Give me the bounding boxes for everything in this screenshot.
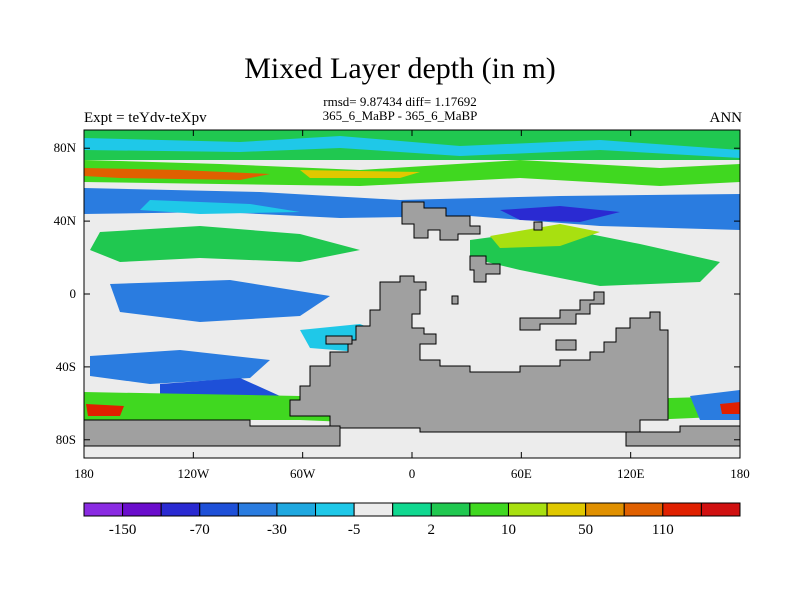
subtitle-center: 365_6_MaBP - 365_6_MaBP [322,108,478,123]
colorbar-swatch [700,502,741,517]
colorbar-swatch [507,502,548,517]
x-tick-label: 120E [617,466,645,481]
colorbar-swatch [662,502,702,517]
colorbar-label: -150 [109,522,137,538]
colorbar-label: 50 [578,522,593,538]
stats-line: rmsd= 9.87434 diff= 1.17692 [323,94,477,109]
colorbar-swatch [585,502,625,517]
stats-block: rmsd= 9.87434 diff= 1.17692 365_6_MaBP -… [0,95,800,123]
colorbar-swatch [237,502,278,517]
contour-arctic-cyan [84,136,740,158]
colorbar-swatch [83,502,124,517]
x-tick-label: 60W [290,466,316,481]
y-tick-label: 40N [54,213,77,228]
colorbar-label: 2 [428,522,436,538]
contour-indian-yellowgreen [490,224,600,248]
contour-south-east-red [720,402,740,414]
colorbar-swatch [430,502,471,517]
contour-pacific-blue [110,280,330,322]
colorbar-swatch [623,502,664,517]
land-antarctic-east [625,425,740,447]
contour-south-red [86,404,124,416]
colorbar-label: -70 [190,522,210,538]
x-tick-label: 180 [730,466,750,481]
colorbar [83,502,741,517]
colorbar-label: 110 [652,522,674,538]
x-tick-label: 0 [409,466,416,481]
land-north-block [401,201,481,241]
land-east-fragment-1 [519,291,605,331]
colorbar-swatch [276,502,317,517]
colorbar-swatch [199,502,239,517]
season-label: ANN [709,110,743,126]
y-tick-label: 0 [70,286,77,301]
x-tick-label: 120W [177,466,210,481]
y-tick-label: 40S [56,359,76,374]
land-small-island-ne [533,221,543,231]
experiment-label: Expt = teYdv-teXpv [84,110,207,126]
colorbar-swatch [469,502,509,517]
land-southern-continent [289,275,669,433]
colorbar-swatch [160,502,201,517]
y-tick-label: 80N [54,140,77,155]
land-antarctic-west [84,419,341,447]
land-west-fragment [325,335,353,345]
plot-title: Mixed Layer depth (in m) [244,52,556,85]
contour-pacific-green [90,226,360,262]
colorbar-swatch [315,502,355,517]
land-east-fragment-2 [555,339,577,351]
colorbar-swatch [392,502,432,517]
x-tick-label: 60E [511,466,532,481]
colorbar-labels: -150 -70 -30 -5 2 10 50 110 [109,522,674,538]
land-small-island-c [451,295,459,305]
contour-north-yellow [300,170,420,178]
contour-darkblue-45n [500,206,620,222]
colorbar-label: 10 [501,522,516,538]
axis-labels: 180 120W 60W 0 60E 120E 180 80N 40N 0 40S 80S [54,140,750,481]
contour-cyan-45n [140,200,300,214]
colorbar-swatch [122,502,162,517]
colorbar-label: -5 [348,522,361,538]
contour-south-blue-1 [90,350,270,384]
colorbar-label: -30 [267,522,287,538]
axis-ticks [83,130,741,458]
contour-north-red [84,168,270,180]
y-tick-label: 80S [56,432,76,447]
colorbar-swatch [353,502,394,517]
land-mid-block [469,255,501,283]
x-tick-label: 180 [74,466,94,481]
colorbar-swatch [546,502,587,517]
land-masses [84,201,740,447]
